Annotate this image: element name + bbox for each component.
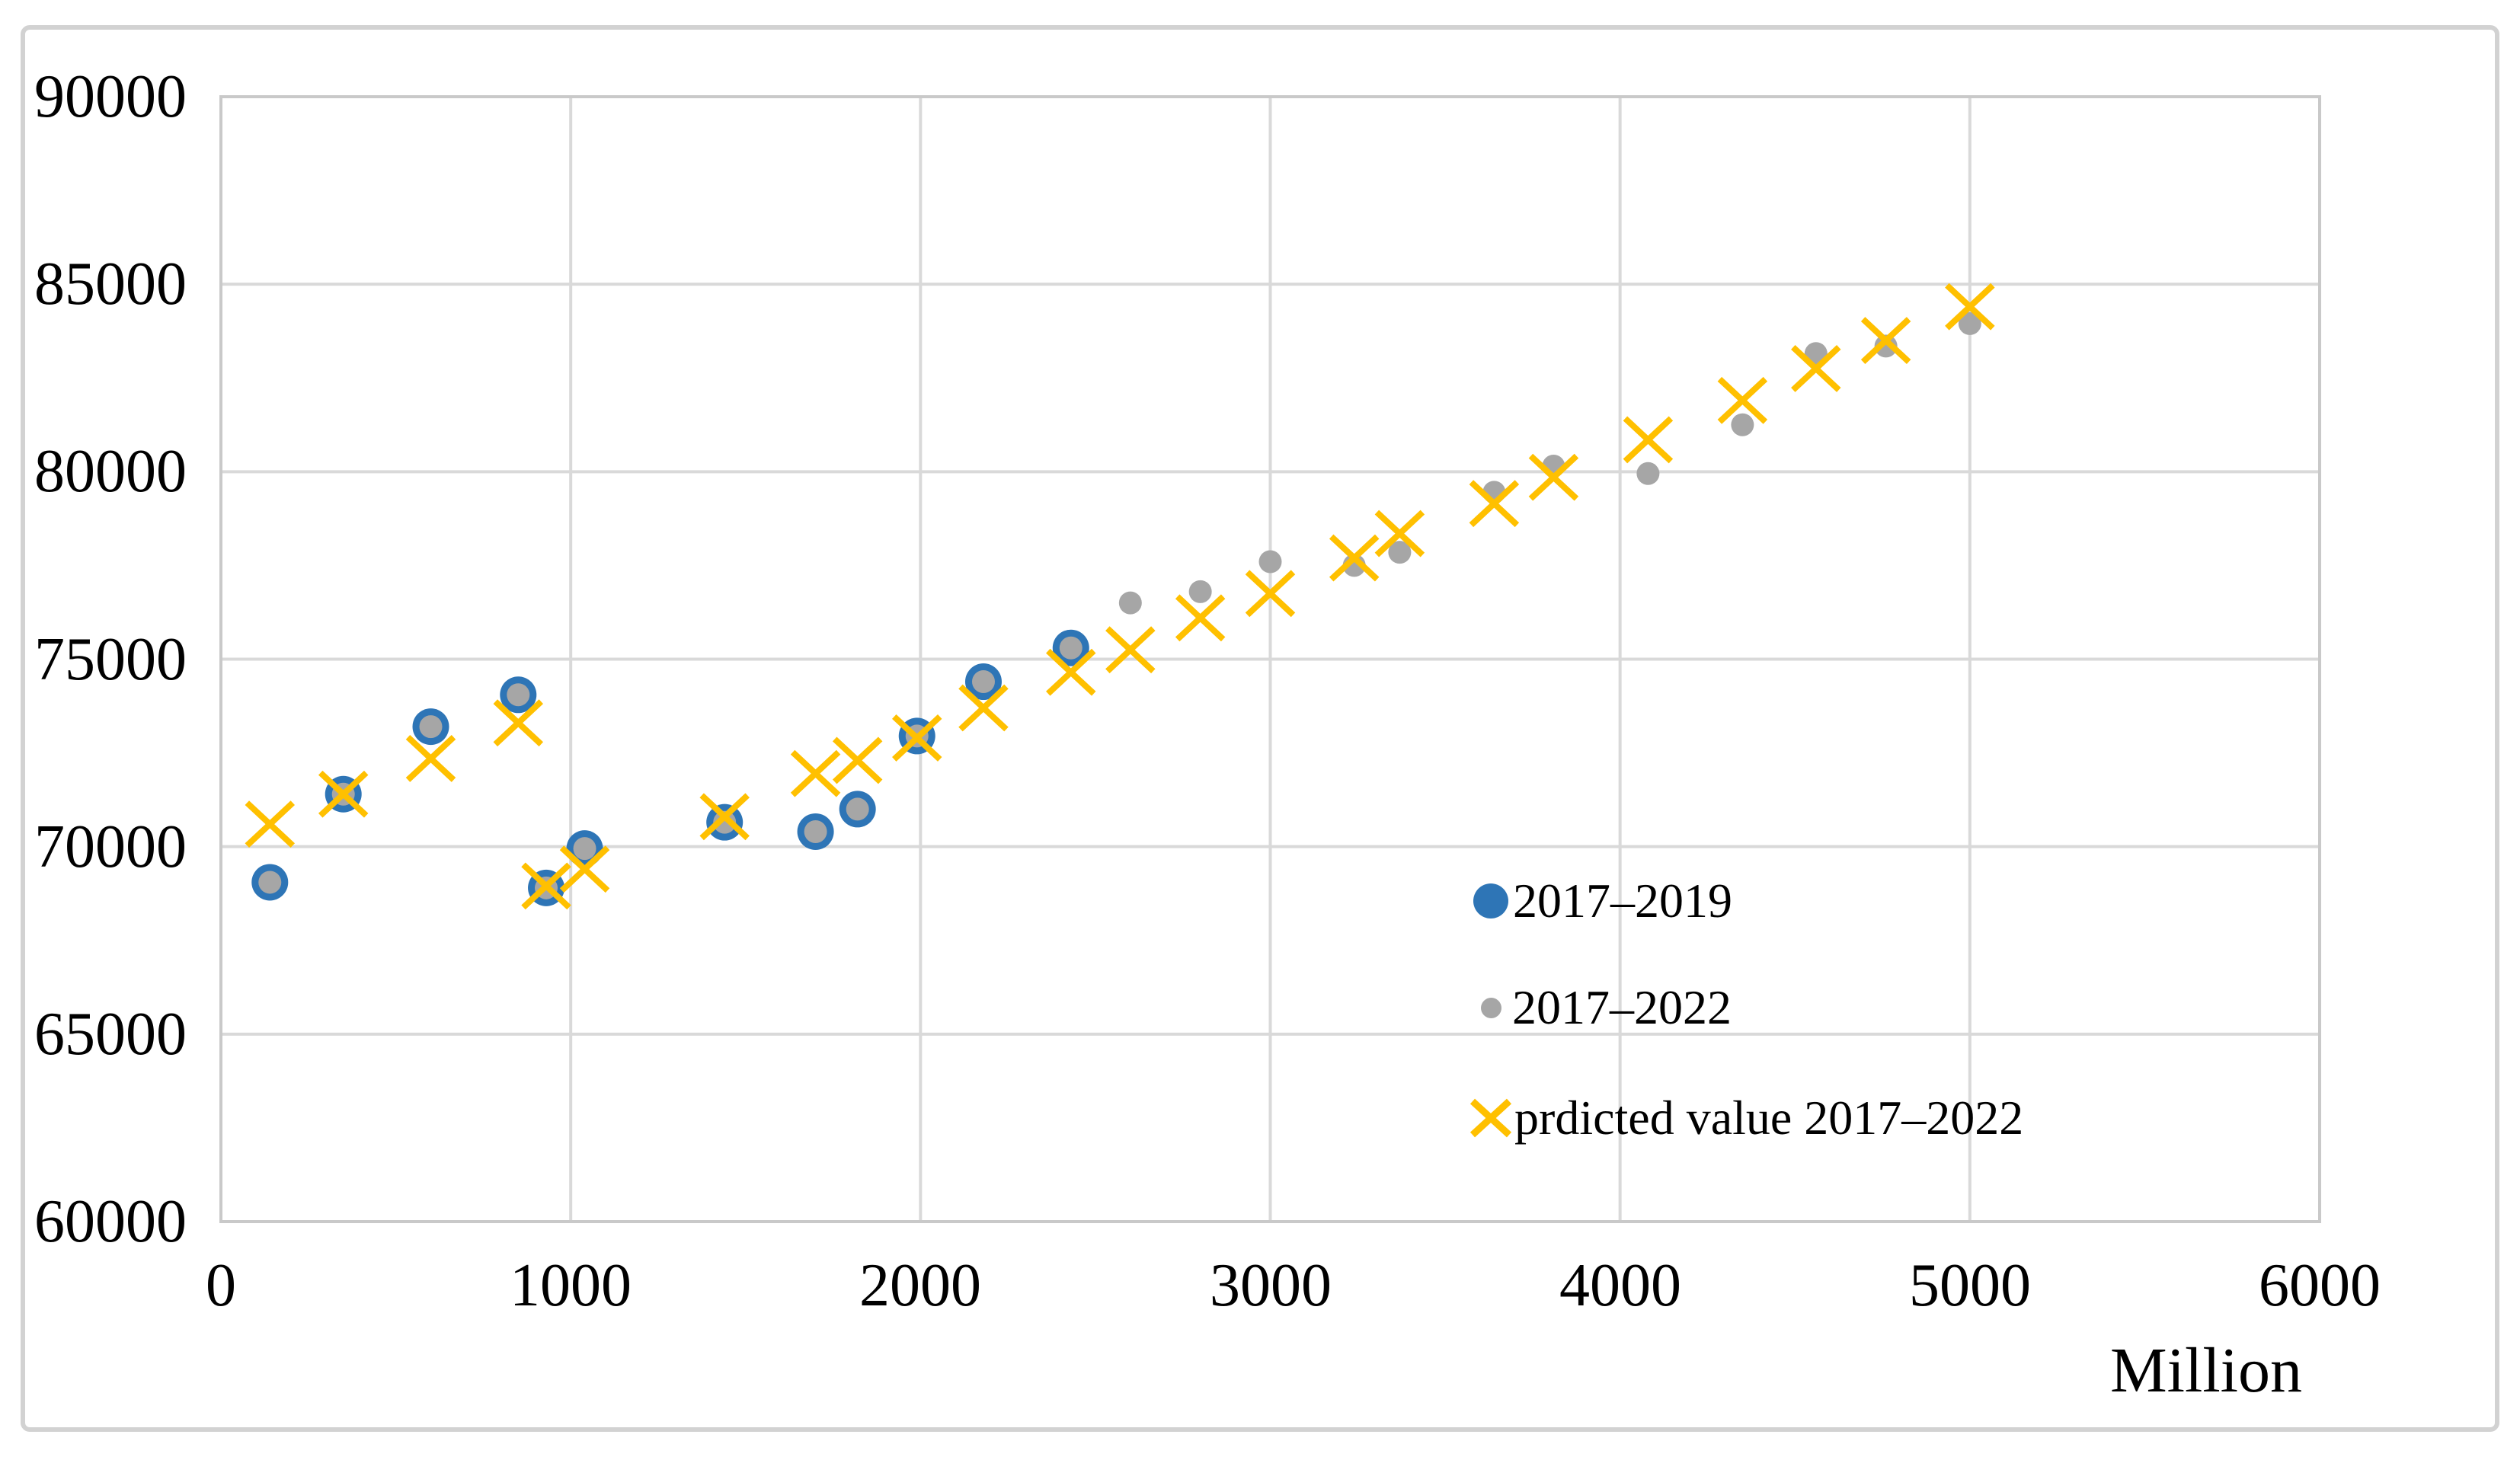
point-predicted bbox=[1945, 283, 1995, 331]
y-tick-label: 85000 bbox=[34, 251, 187, 318]
point-predicted bbox=[405, 735, 456, 782]
x-tick-label: 2000 bbox=[859, 1252, 981, 1319]
point-predicted bbox=[892, 714, 942, 762]
point-2017-2022 bbox=[573, 837, 596, 861]
point-2017-2022 bbox=[713, 810, 737, 834]
point-2017-2022 bbox=[419, 715, 443, 739]
point-predicted bbox=[1623, 416, 1674, 464]
x-tick-label: 5000 bbox=[1909, 1252, 2031, 1319]
point-predicted bbox=[1528, 453, 1579, 501]
point-2017-2022 bbox=[1731, 413, 1754, 436]
point-predicted bbox=[1860, 317, 1911, 364]
x-tick-label: 6000 bbox=[2259, 1252, 2381, 1319]
point-predicted bbox=[790, 749, 841, 797]
point-2017-2022 bbox=[1059, 636, 1083, 660]
point-predicted bbox=[559, 845, 610, 893]
x-axis-title: Million bbox=[2109, 1335, 2303, 1406]
point-predicted bbox=[1175, 594, 1226, 642]
point-predicted bbox=[1374, 510, 1425, 557]
point-2017-2022 bbox=[971, 670, 995, 694]
point-2017-2022 bbox=[1258, 550, 1282, 573]
point-predicted bbox=[1105, 626, 1156, 674]
legend-item-2017-2022: 2017–2022 bbox=[1455, 973, 1732, 1042]
legend-label: prdicted value 2017–2022 bbox=[1514, 1091, 2024, 1145]
point-predicted bbox=[493, 699, 544, 747]
point-2017-2022 bbox=[258, 871, 282, 894]
y-tick-label: 75000 bbox=[34, 626, 187, 693]
legend-label: 2017–2019 bbox=[1513, 874, 1732, 928]
point-predicted bbox=[1245, 570, 1296, 618]
point-predicted bbox=[521, 862, 571, 910]
point-predicted bbox=[1329, 534, 1380, 582]
gray-circle-marker-icon bbox=[1481, 997, 1501, 1018]
point-2017-2022 bbox=[804, 819, 827, 843]
point-2017-2022 bbox=[1636, 462, 1660, 485]
point-predicted bbox=[832, 736, 883, 784]
point-2017-2022 bbox=[1188, 580, 1212, 603]
x-marker-icon bbox=[1469, 1098, 1512, 1138]
x-tick-label: 0 bbox=[206, 1252, 236, 1319]
y-tick-label: 60000 bbox=[34, 1188, 187, 1255]
point-2017-2022 bbox=[1388, 541, 1412, 564]
legend-item-2017-2019: 2017–2019 bbox=[1455, 867, 1732, 935]
point-predicted bbox=[699, 793, 750, 841]
legend-label: 2017–2022 bbox=[1512, 980, 1732, 1034]
plot-border bbox=[219, 95, 2321, 1223]
blue-circle-marker-icon bbox=[1473, 883, 1508, 918]
point-2017-2022 bbox=[1118, 591, 1142, 615]
x-tick-label: 4000 bbox=[1559, 1252, 1681, 1319]
x-tick-label: 1000 bbox=[510, 1252, 632, 1319]
point-predicted bbox=[1469, 480, 1520, 528]
point-predicted bbox=[1717, 376, 1768, 424]
point-predicted bbox=[318, 770, 369, 818]
point-predicted bbox=[1046, 648, 1096, 696]
point-predicted bbox=[958, 684, 1009, 732]
y-tick-label: 65000 bbox=[34, 1001, 187, 1068]
point-2017-2022 bbox=[846, 797, 869, 821]
point-predicted bbox=[1791, 345, 1841, 392]
y-tick-label: 70000 bbox=[34, 813, 187, 880]
y-tick-label: 80000 bbox=[34, 438, 187, 505]
y-tick-label: 90000 bbox=[34, 63, 187, 130]
point-2017-2022 bbox=[1874, 334, 1898, 358]
point-2017-2022 bbox=[507, 683, 530, 707]
point-predicted bbox=[245, 800, 296, 848]
x-tick-label: 3000 bbox=[1210, 1252, 1332, 1319]
legend-item-predicted: prdicted value 2017–2022 bbox=[1455, 1084, 2023, 1152]
point-2017-2022 bbox=[1958, 311, 1981, 335]
